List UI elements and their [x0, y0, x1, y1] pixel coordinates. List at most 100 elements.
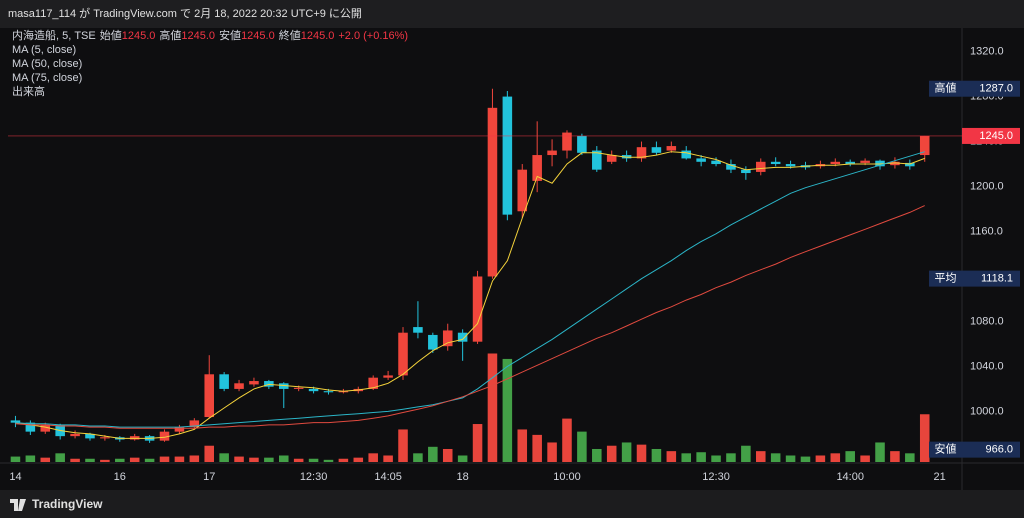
y-tick-label: 1200.0: [970, 180, 1004, 192]
volume-bar: [726, 453, 736, 462]
price-marker-label: 1118.1: [981, 273, 1013, 285]
volume-bar: [70, 458, 80, 462]
volume-bar: [815, 455, 826, 462]
y-tick-label: 1000.0: [970, 405, 1004, 417]
volume-bar: [502, 358, 513, 462]
price-marker: [962, 441, 1020, 458]
legend-ohlc-name: 安値: [219, 28, 241, 42]
x-tick-label: 17: [203, 471, 215, 483]
volume-bar: [517, 429, 528, 462]
candle-body: [770, 161, 781, 165]
price-marker: [962, 127, 1020, 144]
candle-body: [442, 330, 453, 347]
candle-body: [919, 135, 930, 156]
x-tick-label: 14:00: [836, 471, 864, 483]
volume-bar: [249, 457, 259, 462]
volume-bar: [606, 445, 617, 462]
candle-body: [502, 96, 513, 215]
volume-bar: [85, 458, 95, 462]
volume-bar: [890, 451, 900, 462]
marker-name: 安値: [935, 442, 957, 456]
volume-bar: [621, 442, 632, 462]
candle-body: [741, 169, 751, 174]
volume-bar: [115, 458, 125, 462]
volume-bar: [353, 457, 364, 462]
marker-name-box: [929, 80, 962, 97]
x-tick-label: 12:30: [702, 471, 730, 483]
candle-body: [234, 383, 244, 389]
x-tick-label: 12:30: [300, 471, 328, 483]
volume-bar: [741, 445, 751, 462]
candle-body: [621, 155, 632, 159]
x-tick-label: 18: [457, 471, 469, 483]
x-tick-label: 14:05: [374, 471, 402, 483]
candle-body: [890, 161, 900, 166]
volume-bar: [636, 444, 647, 462]
volume-bar: [770, 453, 781, 462]
x-tick-label: 14: [9, 471, 21, 483]
candle-body: [875, 160, 885, 167]
price-marker: [962, 270, 1020, 287]
candle-body: [413, 327, 423, 333]
volume-bar: [428, 446, 438, 462]
volume-bar: [755, 451, 766, 462]
legend-ohlc-value: 1245.0: [122, 30, 156, 42]
legend-entry: 出来高: [12, 84, 45, 98]
marker-name-box: [929, 270, 962, 287]
candle-body: [293, 387, 304, 389]
plot-area: [10, 88, 930, 462]
y-tick-label: 1040.0: [970, 360, 1004, 372]
volume-bar: [10, 456, 21, 462]
volume-bar: [681, 453, 692, 462]
volume-bar: [383, 455, 393, 462]
candle-body: [845, 161, 855, 165]
candle-body: [606, 155, 617, 162]
volume-bar: [293, 458, 304, 462]
y-tick-label: 1080.0: [970, 315, 1004, 327]
ma-line: [15, 205, 925, 429]
candle-body: [10, 420, 21, 423]
candle-body: [532, 155, 542, 181]
candle-body: [681, 150, 692, 159]
volume-bar: [278, 455, 289, 462]
candle-body: [323, 391, 334, 393]
legend-ohlc-value: 1245.0: [301, 30, 335, 42]
marker-name-box: [929, 441, 962, 458]
volume-bar: [592, 448, 602, 462]
marker-name: 平均: [935, 272, 957, 285]
candle-body: [189, 420, 200, 428]
volume-bar: [323, 459, 334, 462]
legend-ohlc-value: 1245.0: [181, 30, 215, 42]
candle-body: [174, 427, 185, 432]
volume-bar: [875, 442, 885, 462]
volume-bar: [308, 458, 319, 462]
volume-bar: [785, 455, 796, 462]
price-marker-label: 1287.0: [979, 83, 1013, 95]
volume-bar: [487, 353, 498, 462]
volume-bar: [368, 453, 378, 462]
volume-bar: [562, 418, 572, 462]
legend-symbol: 内海造船, 5, TSE: [12, 28, 96, 42]
candle-body: [25, 422, 36, 432]
candle-body: [711, 160, 721, 165]
volume-bar: [144, 458, 155, 462]
volume-bar: [234, 456, 244, 462]
candle-body: [785, 164, 796, 167]
volume-bar: [532, 434, 542, 462]
legend-ohlc-name: 終値: [279, 28, 301, 42]
legend-line: 内海造船, 5, TSE 始値1245.0 高値1245.0 安値1245.0 終値12…: [12, 28, 408, 42]
ma-line: [15, 151, 925, 428]
candle-body: [278, 383, 289, 389]
candle-body: [547, 150, 557, 156]
candle-body: [428, 334, 438, 350]
volume-bar: [264, 457, 274, 462]
volume-bar: [219, 453, 229, 462]
volume-bar: [204, 445, 215, 462]
legend-entry: MA (5, close): [12, 44, 76, 56]
candle-body: [398, 332, 408, 376]
candle-body: [755, 161, 766, 172]
legend-ohlc-value: 1245.0: [241, 30, 275, 42]
candle-body: [383, 375, 393, 378]
volume-bar: [800, 456, 811, 462]
